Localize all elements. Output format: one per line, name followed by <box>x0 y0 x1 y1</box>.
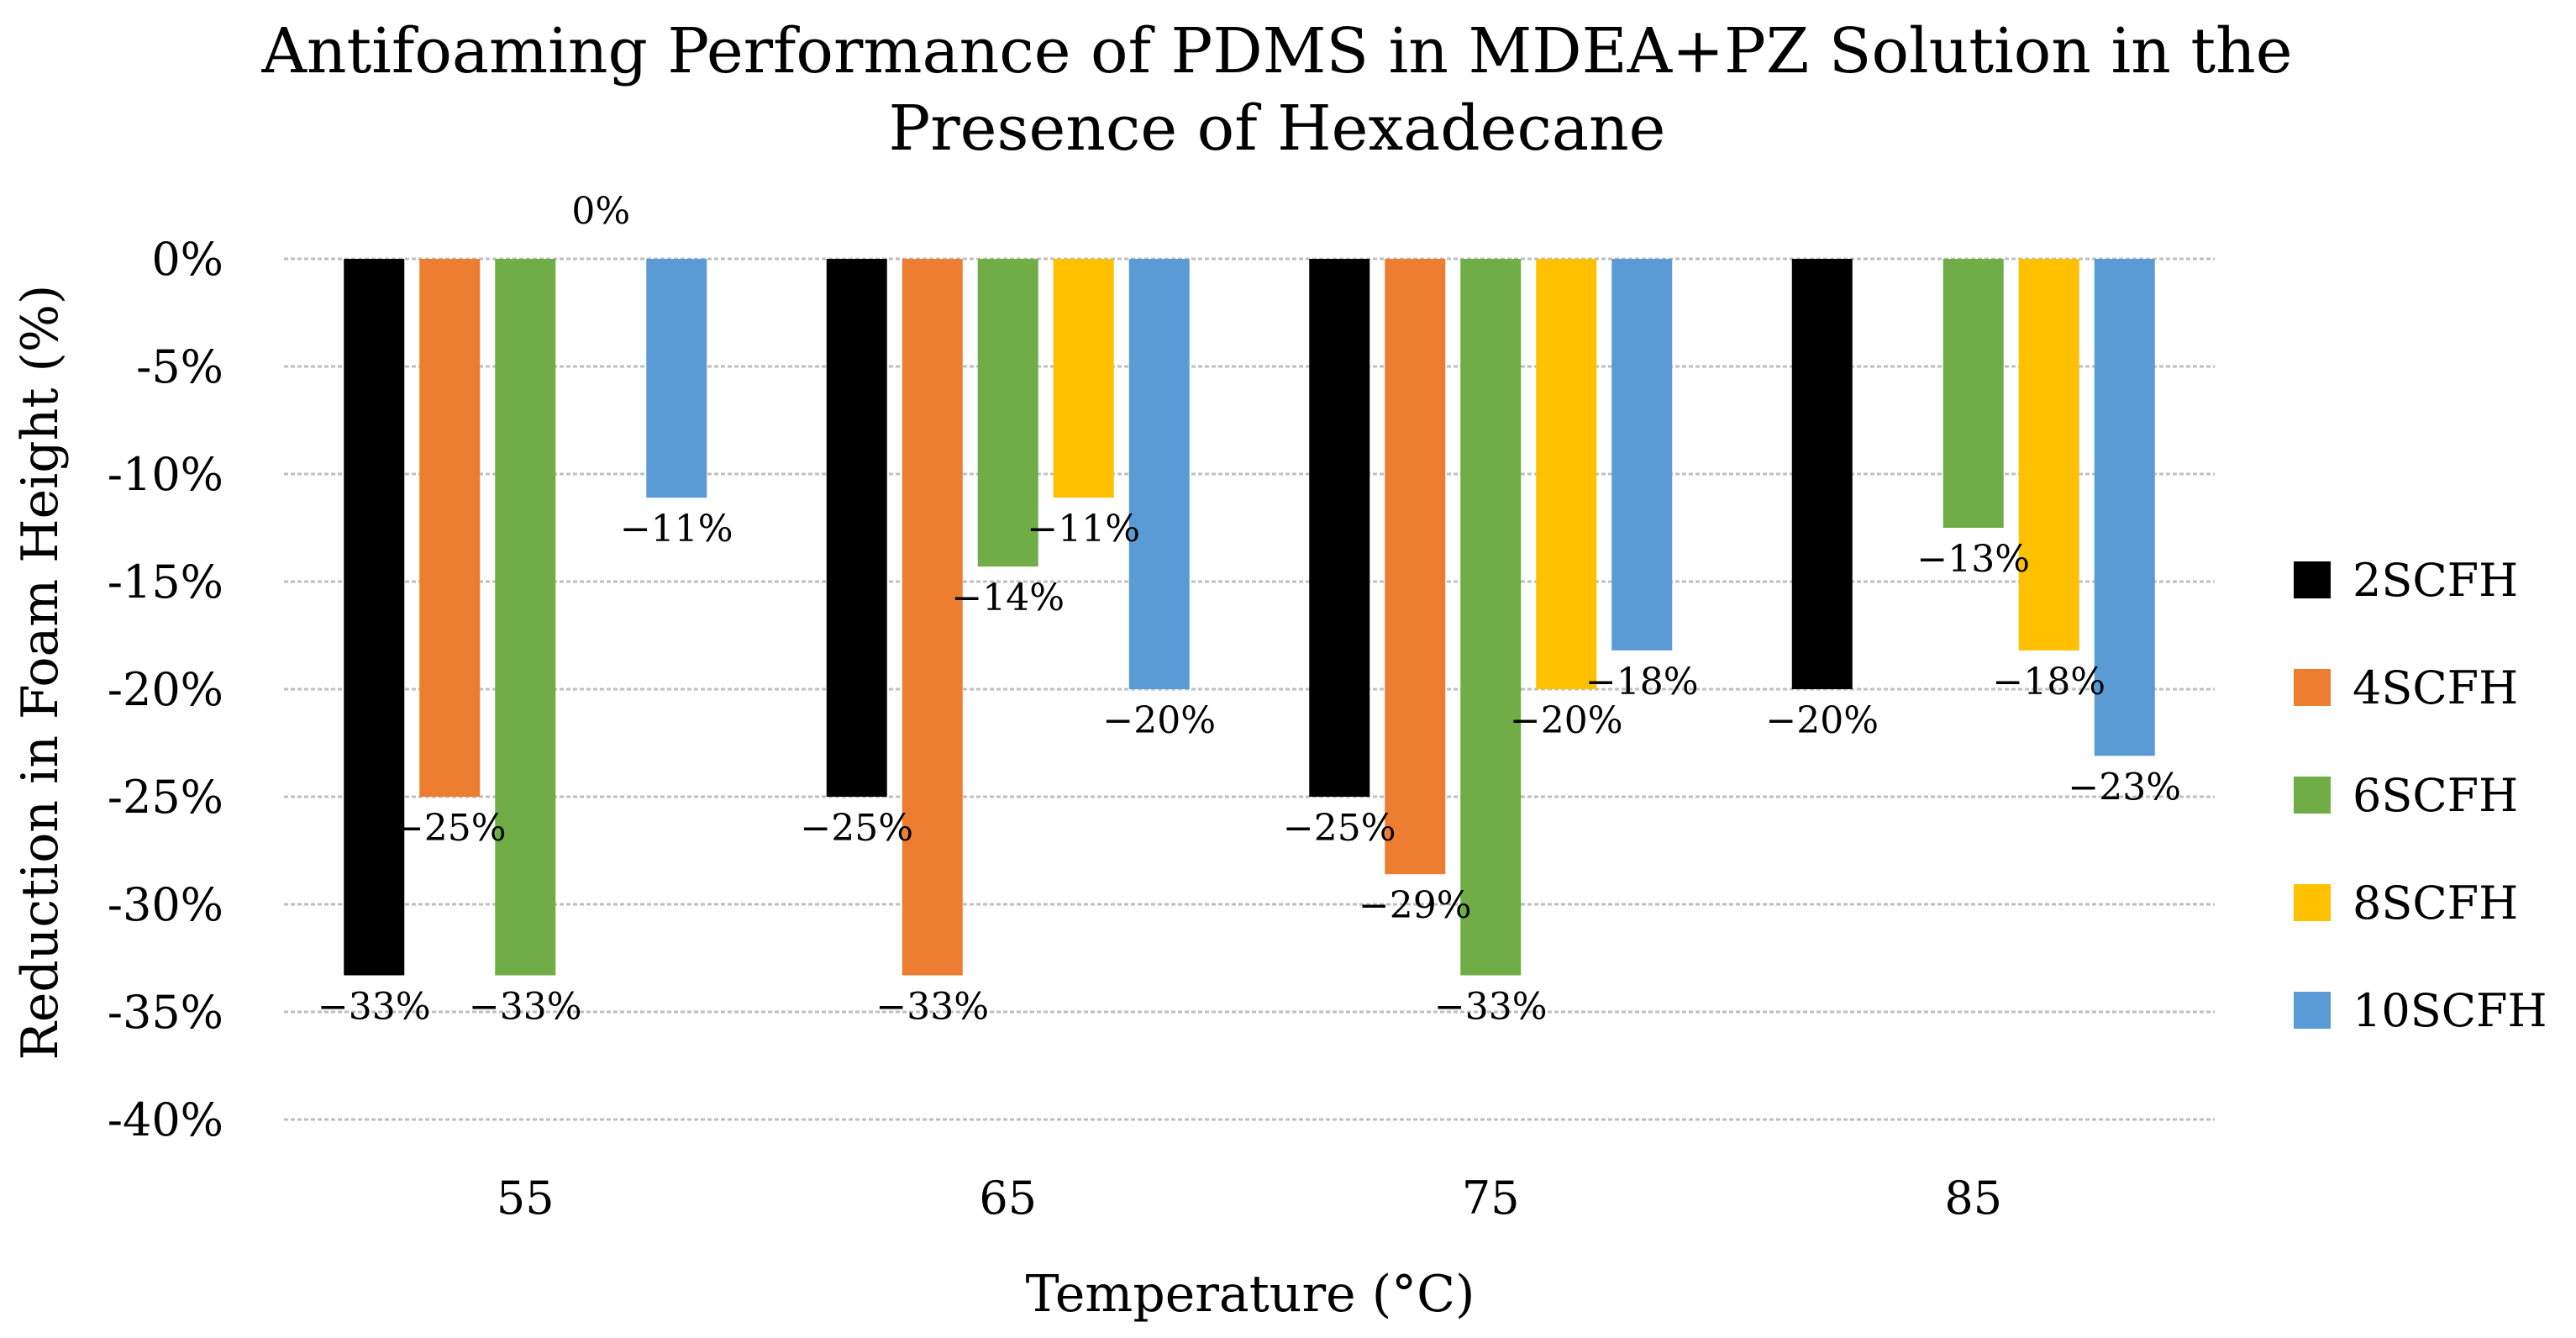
legend-swatch <box>2294 884 2331 921</box>
data-label: −20% <box>1102 699 1216 742</box>
data-label: −33% <box>875 985 989 1028</box>
x-axis-ticks: 55 65 75 85 <box>497 1172 2002 1225</box>
x-axis-title: Temperature (°C) <box>1026 1265 1475 1324</box>
y-tick-label: -25% <box>108 771 223 824</box>
chart-title-line: Presence of Hexadecane <box>889 92 1666 165</box>
legend-label: 6SCFH <box>2353 769 2518 822</box>
data-label: −25% <box>393 807 507 850</box>
bar-6SCFH-75 <box>1460 259 1522 976</box>
y-axis-ticks: 0% -5% -10% -15% -20% -25% -30% -35% -40% <box>108 233 223 1146</box>
x-tick-label: 55 <box>497 1172 555 1225</box>
legend-label: 10SCFH <box>2353 984 2547 1037</box>
bar-4SCFH-55 <box>419 259 481 797</box>
bar-6SCFH-85 <box>1943 259 2004 528</box>
y-tick-label: -20% <box>108 663 223 716</box>
y-tick-label: -10% <box>108 448 223 501</box>
data-labels: −33% −25% −33% 0% −11% −25% −33% −14% −11% −20% −2… <box>318 190 2181 1028</box>
bar-2SCFH-65 <box>826 259 887 797</box>
bar-4SCFH-75 <box>1385 259 1446 875</box>
data-label: −18% <box>1585 661 1699 703</box>
data-label: −25% <box>1283 807 1396 850</box>
data-label: −33% <box>1434 985 1548 1028</box>
y-tick-label: -40% <box>108 1093 223 1146</box>
legend: 2SCFH 4SCFH 6SCFH 8SCFH 10SCFH <box>2294 554 2547 1037</box>
legend-swatch <box>2294 992 2331 1029</box>
data-label: −20% <box>1510 699 1623 742</box>
data-label: −18% <box>1992 661 2105 703</box>
chart-title-line: Antifoaming Performance of PDMS in MDEA+… <box>260 15 2292 87</box>
bar-10SCFH-75 <box>1611 259 1673 651</box>
y-axis-title: Reduction in Foam Height (%) <box>11 285 70 1061</box>
bar-2SCFH-75 <box>1309 259 1370 797</box>
bar-8SCFH-75 <box>1536 259 1597 689</box>
bar-8SCFH-65 <box>1053 259 1114 498</box>
chart-title: Antifoaming Performance of PDMS in MDEA+… <box>260 15 2292 165</box>
bar-10SCFH-55 <box>646 259 707 498</box>
data-label: −20% <box>1765 699 1879 742</box>
y-tick-label: -30% <box>108 878 223 931</box>
bar-2SCFH-55 <box>344 259 405 976</box>
bars <box>344 259 2155 976</box>
bar-2SCFH-85 <box>1791 259 1853 689</box>
bar-10SCFH-85 <box>2094 259 2155 756</box>
data-label: −11% <box>620 508 733 550</box>
data-label: −25% <box>800 807 913 850</box>
y-tick-label: -15% <box>108 556 223 608</box>
data-label: −33% <box>318 985 431 1028</box>
bar-10SCFH-65 <box>1128 259 1190 689</box>
bar-4SCFH-65 <box>902 259 963 976</box>
x-tick-label: 75 <box>1462 1172 1520 1225</box>
data-label: 0% <box>571 190 630 233</box>
data-label: −13% <box>1916 538 2030 581</box>
legend-swatch <box>2294 669 2331 706</box>
legend-label: 8SCFH <box>2353 877 2518 930</box>
data-label: −23% <box>2068 766 2181 809</box>
y-tick-label: 0% <box>151 233 223 286</box>
data-label: −14% <box>951 577 1065 619</box>
legend-swatch <box>2294 777 2331 814</box>
x-tick-label: 85 <box>1944 1172 2002 1225</box>
bar-6SCFH-65 <box>977 259 1038 567</box>
data-label: −33% <box>469 985 582 1028</box>
data-label: −29% <box>1359 884 1472 927</box>
bar-6SCFH-55 <box>495 259 556 976</box>
data-label: −11% <box>1027 508 1140 550</box>
legend-swatch <box>2294 561 2331 598</box>
legend-label: 4SCFH <box>2353 661 2518 714</box>
gridlines <box>284 257 2215 1121</box>
x-tick-label: 65 <box>979 1172 1037 1225</box>
bar-8SCFH-85 <box>2018 259 2079 651</box>
legend-label: 2SCFH <box>2353 554 2518 607</box>
y-tick-label: -5% <box>136 340 223 393</box>
y-tick-label: -35% <box>108 986 223 1039</box>
